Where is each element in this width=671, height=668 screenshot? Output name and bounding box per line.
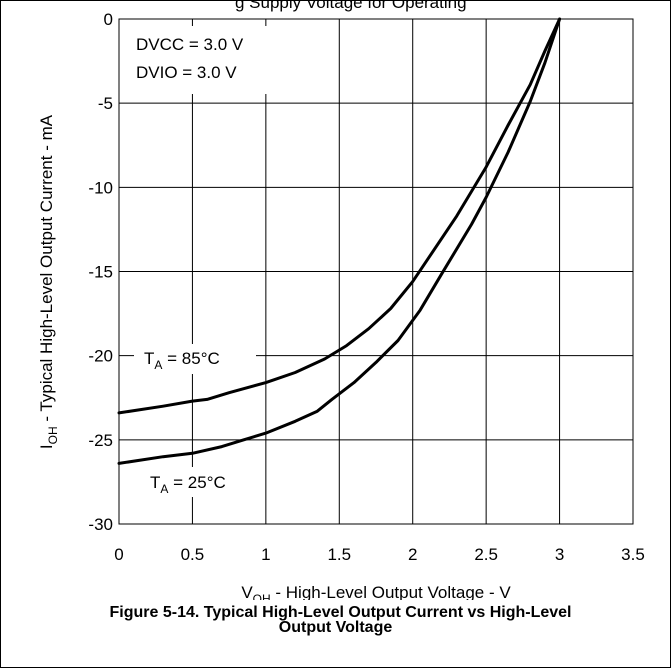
series-line-25c bbox=[117, 17, 562, 465]
series-label-85: TA = 85°C bbox=[144, 349, 220, 372]
x-tick-label: 1 bbox=[261, 545, 270, 564]
series-layer bbox=[117, 17, 562, 465]
x-tick-label: 1.5 bbox=[327, 545, 351, 564]
series-label-25-bg bbox=[140, 467, 260, 497]
caption-line-2: Output Voltage bbox=[278, 619, 393, 636]
y-tick-label: -5 bbox=[98, 94, 113, 113]
y-tick-label: -20 bbox=[88, 347, 113, 366]
series-label-85-bg bbox=[134, 344, 256, 374]
y-tick-label: -15 bbox=[88, 263, 113, 282]
x-tick-label: 2.5 bbox=[474, 545, 498, 564]
y-tick-label: -30 bbox=[88, 515, 113, 534]
x-tick-label: 2 bbox=[408, 545, 417, 564]
y-axis-label: IOH - Typical High-Level Output Current … bbox=[37, 114, 60, 449]
y-tick-label: 0 bbox=[104, 10, 113, 29]
series-label-25: TA = 25°C bbox=[150, 473, 226, 496]
figure-caption: Figure 5-14. Typical High-Level Output C… bbox=[0, 604, 671, 636]
x-axis-label: VOH - High-Level Output Voltage - V bbox=[241, 583, 511, 600]
condition-dvio: DVIO = 3.0 V bbox=[136, 63, 237, 82]
x-tick-label: 3.5 bbox=[621, 545, 645, 564]
chart: g Supply Voltage for Operating 0 0.5 1 1.5 2… bbox=[37, 0, 645, 600]
conditions-box bbox=[128, 26, 288, 94]
condition-dvcc: DVCC = 3.0 V bbox=[136, 35, 244, 54]
caption-line-1: Figure 5-14. Typical High-Level Output C… bbox=[109, 604, 572, 621]
grid bbox=[118, 18, 634, 525]
x-tick-label: 0 bbox=[114, 545, 123, 564]
tick-labels: 0 0.5 1 1.5 2 2.5 3 3.5 0 -5 -10 -15 -20 -25 -30 bbox=[88, 10, 644, 564]
y-tick-label: -25 bbox=[88, 431, 113, 450]
x-tick-label: 0.5 bbox=[181, 545, 205, 564]
x-tick-label: 3 bbox=[555, 545, 564, 564]
page-header-fragment: g Supply Voltage for Operating bbox=[235, 0, 467, 12]
plot-area bbox=[118, 18, 634, 525]
series-line-85c bbox=[117, 17, 562, 415]
y-tick-label: -10 bbox=[88, 178, 113, 197]
